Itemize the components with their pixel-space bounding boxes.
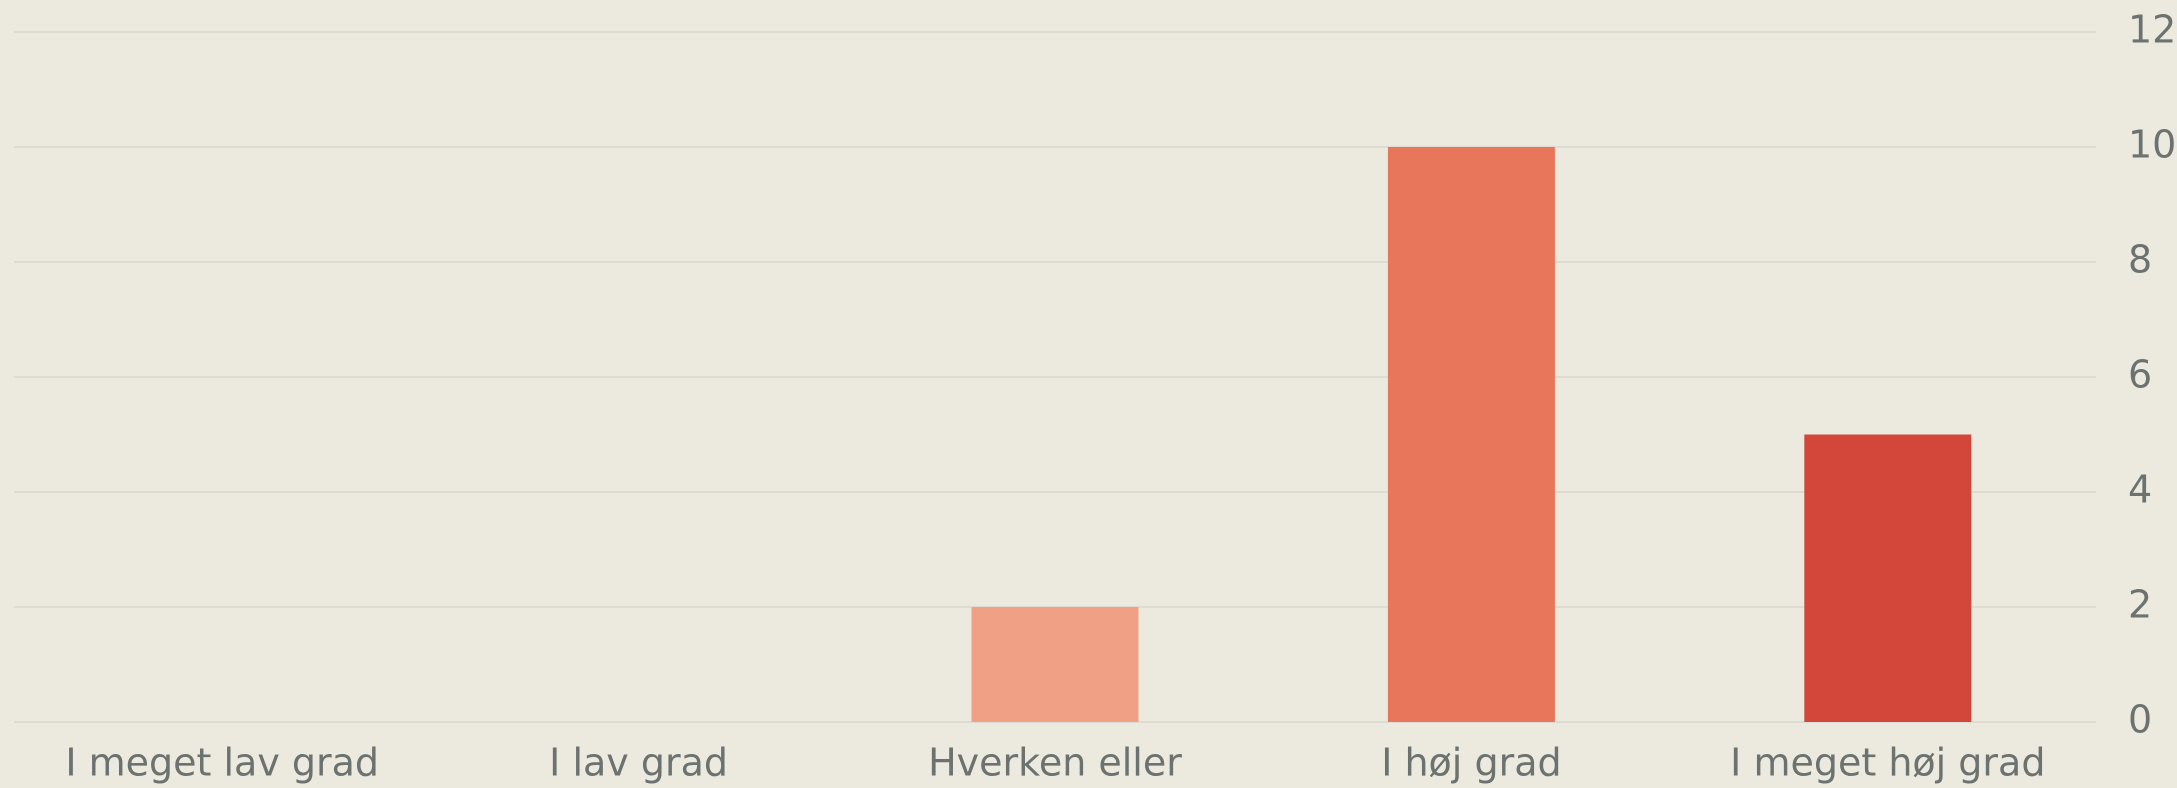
bar: [1387, 147, 1555, 722]
y-tick-label: 10: [2128, 123, 2176, 167]
y-tick-label: 0: [2128, 698, 2152, 742]
x-tick-label: I meget lav grad: [65, 741, 379, 785]
y-tick-label: 8: [2128, 238, 2152, 282]
x-tick-label: I meget høj grad: [1730, 741, 2045, 785]
y-tick-label: 4: [2128, 468, 2152, 512]
x-tick-label: Hverken eller: [928, 741, 1182, 785]
y-tick-label: 12: [2128, 8, 2176, 52]
bar: [971, 607, 1139, 722]
bar: [1804, 434, 1972, 722]
x-tick-label: I lav grad: [549, 741, 728, 785]
y-tick-label: 6: [2128, 353, 2152, 397]
x-tick-label: I høj grad: [1381, 741, 1561, 785]
y-tick-label: 2: [2128, 583, 2152, 627]
